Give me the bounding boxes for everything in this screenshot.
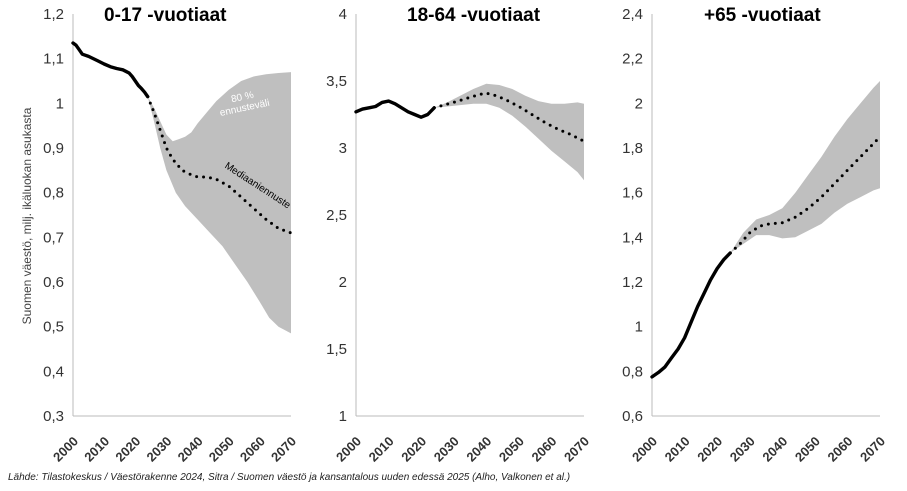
x-tick-label: 2060 [528,434,559,465]
x-tick-label: 2030 [143,434,174,465]
y-tick-label: 2,5 [326,207,347,224]
x-tick-label: 2000 [629,434,660,465]
x-tick-label: 2000 [50,434,81,465]
panel-1: 0,3 0,4 0,5 0,6 0,7 0,8 0,9 1 1,1 1,2 2000 2010 2020… [20,5,299,465]
y-tick-label: 1,2 [43,6,64,23]
y-tick-label: 4 [339,6,347,23]
x-tick-label: 2060 [824,434,855,465]
y-tick-label: 1 [635,319,643,336]
y-tick-label: 1,5 [326,341,347,358]
median-forecast-line [728,135,882,255]
y-tick-label: 0,5 [43,319,64,336]
y-tick-label: 1,6 [622,185,643,202]
y-tick-label: 2 [635,95,643,112]
y-tick-label: 2,4 [622,6,643,23]
observed-line [354,99,436,119]
x-tick-label: 2040 [175,434,206,465]
median-forecast-line [146,95,293,235]
y-tick-label: 3,5 [326,73,347,90]
y-tick-label: 0,8 [43,185,64,202]
y-tick-label: 1 [56,95,64,112]
x-tick-label: 2020 [398,434,429,465]
y-tick-label: 1,4 [622,229,643,246]
forecast-band [730,81,880,253]
y-tick-label: 1,8 [622,140,643,157]
x-tick-label: 2050 [792,434,823,465]
panel-title: 18-64 -vuotiaat [407,5,541,26]
y-tick-label: 0,7 [43,229,64,246]
x-tick-label: 2030 [727,434,758,465]
x-tick-label: 2050 [206,434,237,465]
y-tick-label: 1 [339,408,347,425]
y-tick-label: 2,2 [622,51,643,68]
x-tick-label: 2050 [496,434,527,465]
y-tick-label: 1,1 [43,51,64,68]
y-tick-label: 0,9 [43,140,64,157]
y-tick-label: 0,4 [43,363,64,380]
y-tick-label: 3 [339,140,347,157]
x-tick-label: 2010 [366,434,397,465]
x-tick-label: 2060 [237,434,268,465]
x-tick-label: 2010 [662,434,693,465]
x-tick-label: 2070 [857,434,888,465]
x-tick-label: 2020 [112,434,143,465]
y-tick-label: 0,6 [622,408,643,425]
x-tick-label: 2070 [561,434,592,465]
forecast-band [147,72,291,334]
panel-2: 1 1,5 2 2,5 3 3,5 4 2000 2010 2020 2030 2040 2050 206… [326,5,592,465]
x-tick-label: 2070 [268,434,299,465]
band-annotation-line: 80 % [230,90,255,106]
y-tick-label: 0,6 [43,274,64,291]
x-tick-label: 2000 [333,434,364,465]
x-tick-label: 2010 [81,434,112,465]
y-tick-label: 0,8 [622,363,643,380]
panel-title: 0-17 -vuotiaat [104,5,227,26]
x-tick-label: 2040 [463,434,494,465]
y-tick-label: 0,3 [43,408,64,425]
panel-title: +65 -vuotiaat [704,5,821,26]
x-tick-label: 2040 [759,434,790,465]
forecast-band [434,83,584,181]
observed-line [650,251,732,379]
y-tick-label: 2 [339,274,347,291]
median-forecast-line [432,91,586,143]
y-tick-label: 1,2 [622,274,643,291]
x-tick-label: 2030 [431,434,462,465]
observed-line [71,41,150,99]
y-axis-label: Suomen väestö, milj. ikäluokan asukasta [20,107,34,324]
x-tick-label: 2020 [694,434,725,465]
source-note: Lähde: Tilastokeskus / Väestörakenne 202… [8,472,571,483]
